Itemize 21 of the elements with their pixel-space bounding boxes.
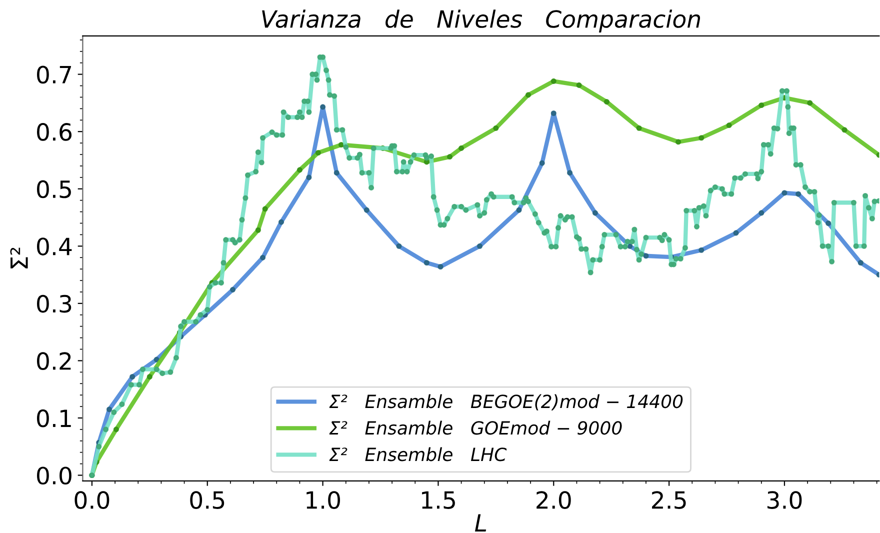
legend-label: Σ² Ensamble BEGOE(2)mod − 14400 [329,394,683,410]
x-tick-label: 0.0 [74,491,110,509]
x-tick-label: 1.5 [422,491,455,509]
x-axis-title: L [474,514,486,532]
y-tick-label: 0.2 [37,352,71,370]
y-tick-label: 0.4 [37,238,72,256]
y-tick-label: 0.7 [37,66,71,84]
x-tick-label: 1.0 [306,491,340,509]
legend-label: Σ² Ensamble GOEmod − 9000 [329,420,622,435]
y-tick-label: 0.5 [37,180,71,198]
y-tick-label: 0.6 [37,123,72,141]
y-tick-label: 0.3 [37,294,72,313]
x-tick-label: 3.0 [768,491,802,509]
x-tick-label: 0.5 [190,491,224,509]
y-tick-label: 0.1 [37,409,71,428]
chart-title: Varianza de Niveles Comparacion [262,10,700,32]
y-axis-title: Σ² [10,248,28,268]
x-tick-label: 2.5 [652,491,686,509]
y-tick-label: 0.0 [37,466,72,485]
x-tick-label: 2.0 [536,491,571,509]
legend-label: Σ² Ensemble LHC [329,447,507,462]
